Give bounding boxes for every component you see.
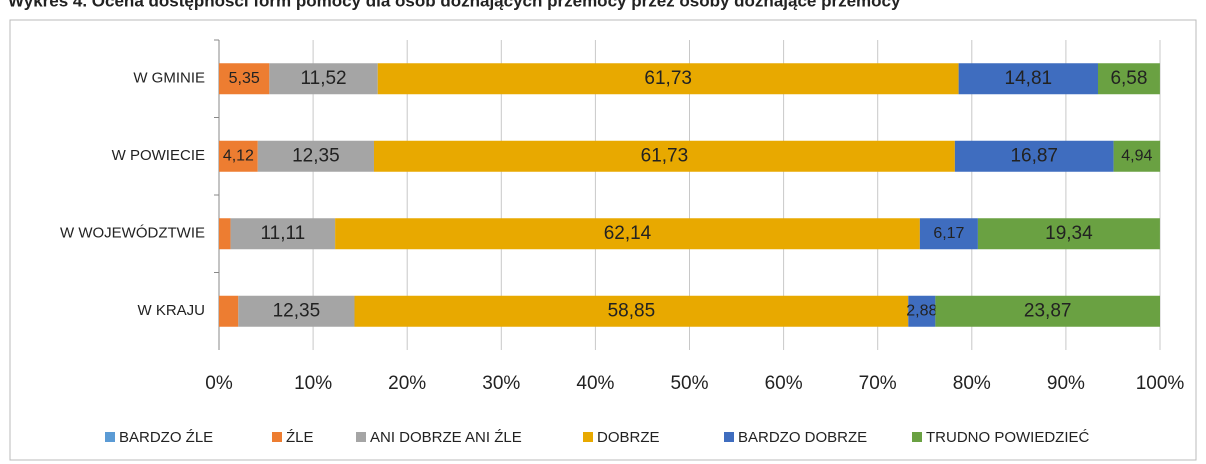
y-tick-label: W POWIECIE [112,147,205,164]
bar-segment [373,140,955,172]
bar-segment [238,295,355,327]
bar-segment [919,218,978,250]
bar-segment [335,218,920,250]
bar-segment [219,63,270,95]
data-label: 5,35 [229,70,260,87]
legend-label: ANI DOBRZE ANI ŹLE [370,429,522,446]
legend-swatch [105,432,115,442]
data-label: 58,85 [608,300,656,321]
chart-title: Wykres 4. Ocena dostępności form pomocy … [8,0,901,10]
x-tick-label: 80% [953,373,991,394]
y-tick-label: W WOJEWÓDZTWIE [60,225,205,242]
x-tick-label: 50% [670,373,708,394]
data-label: 2,88 [906,302,937,319]
data-label: 14,81 [1005,68,1053,89]
legend-swatch [583,432,593,442]
data-label: 61,73 [641,145,689,166]
bar-segment [977,218,1160,250]
x-tick-label: 30% [482,373,520,394]
data-label: 6,17 [933,225,964,242]
data-label: 11,52 [300,68,346,89]
bar-segment [269,63,378,95]
legend-swatch [272,432,282,442]
legend-label: BARDZO DOBRZE [738,429,867,446]
bar-segment [958,63,1098,95]
legend-swatch [912,432,922,442]
y-tick-label: W GMINIE [133,70,205,87]
data-label: 19,34 [1045,223,1093,244]
x-tick-label: 90% [1047,373,1085,394]
bar-segment [908,295,936,327]
legend-label: TRUDNO POWIEDZIEĆ [926,429,1089,446]
bar-segment [219,295,239,327]
legend-swatch [356,432,366,442]
bar-segment [230,218,336,250]
x-tick-label: 20% [388,373,426,394]
bar-segment [257,140,374,172]
legend-label: ŹLE [286,429,314,446]
data-label: 23,87 [1024,300,1072,321]
data-label: 12,35 [292,145,340,166]
bar-segment [1097,63,1160,95]
x-tick-label: 100% [1136,373,1185,394]
bar-segment [219,140,258,172]
x-tick-label: 0% [205,373,233,394]
bar-segment [935,295,1160,327]
x-tick-label: 40% [576,373,614,394]
y-tick-label: W KRAJU [138,302,206,319]
bar-segment [377,63,959,95]
x-tick-label: 70% [859,373,897,394]
data-label: 12,35 [273,300,321,321]
bar-segment [954,140,1114,172]
data-label: 6,58 [1110,68,1147,89]
bar-segment [1113,140,1161,172]
bar-segment [219,218,231,250]
data-label: 11,11 [260,223,305,244]
data-label: 4,94 [1121,147,1152,164]
legend-label: BARDZO ŹLE [119,429,213,446]
data-label: 4,12 [223,147,254,164]
bar-segment [354,295,909,327]
x-tick-label: 60% [765,373,803,394]
data-label: 16,87 [1010,145,1058,166]
data-label: 61,73 [644,68,692,89]
legend-swatch [724,432,734,442]
data-label: 62,14 [604,223,652,244]
x-tick-label: 10% [294,373,332,394]
legend-label: DOBRZE [597,429,660,446]
